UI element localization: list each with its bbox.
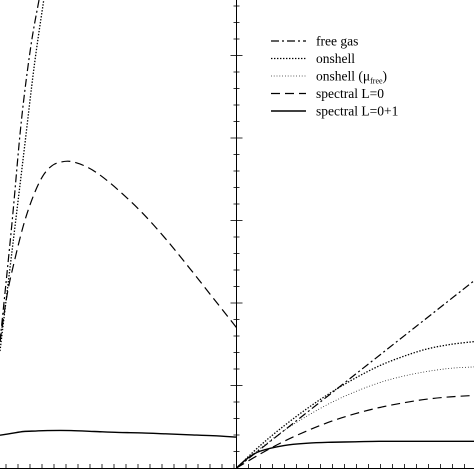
right-series-fine-dotted <box>236 366 474 469</box>
right-series-dashed <box>236 394 474 469</box>
legend-label: spectral L=0+1 <box>316 104 398 119</box>
legend-label: free gas <box>316 34 358 49</box>
legend-label: onshell <box>316 51 355 66</box>
legend-subscript: free <box>370 77 383 86</box>
legend-label: spectral L=0 <box>316 86 384 101</box>
left-curves <box>0 0 237 438</box>
left-series-solid <box>0 429 237 438</box>
right-panel <box>5 280 474 469</box>
left-panel <box>0 0 243 469</box>
left-series-dashdot <box>0 0 40 342</box>
left-ticks <box>230 5 243 452</box>
right-ticks <box>5 464 465 468</box>
right-series-dotted <box>236 340 474 469</box>
right-series-solid <box>236 440 474 469</box>
left-series-dashed <box>0 160 237 342</box>
right-curves <box>236 280 474 469</box>
legend-label: onshell (μfree) <box>316 69 387 86</box>
right-series-dashdot <box>236 280 474 469</box>
left-series-dotted <box>0 0 45 352</box>
